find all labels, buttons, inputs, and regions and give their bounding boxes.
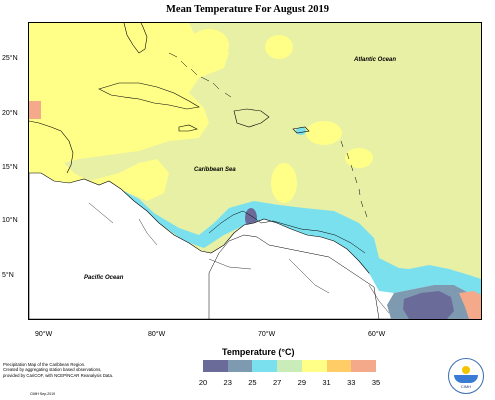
land-florida: [123, 23, 148, 54]
lon-label-70w: 70°W: [258, 331, 276, 338]
land-jamaica: [178, 124, 198, 132]
land-cuba: [98, 82, 200, 110]
legend-tick-20: 20: [198, 378, 208, 387]
cold-interior-guiana: [403, 291, 454, 319]
warm-blob-north: [265, 35, 293, 59]
wave-icon: [454, 375, 478, 383]
land-bahamas: [168, 52, 232, 98]
lon-label-60w: 60°W: [368, 331, 386, 338]
lon-label-80w: 80°W: [148, 331, 166, 338]
footer-line-1: Precipitation Map of the Caribbean Regio…: [3, 362, 86, 367]
legend-swatch-5: [326, 360, 352, 372]
legend-swatch-4: [301, 360, 327, 372]
warm-blob-central: [271, 163, 297, 203]
cimh-logo: CIMH: [448, 358, 484, 394]
warm-blob-florida: [189, 29, 229, 61]
legend-swatch-0: [203, 360, 228, 372]
warm-spot-guiana: [459, 291, 481, 319]
land-south-america-interior: [208, 234, 380, 319]
temperature-map-canvas: Atlantic Ocean Caribbean Sea Pacific Oce…: [29, 23, 481, 319]
land-borders: [88, 202, 390, 314]
warm-blob-east: [306, 121, 342, 145]
hot-spot-west: [29, 101, 41, 119]
legend-swatch-6: [351, 360, 377, 372]
legend-tick-23: 23: [223, 378, 232, 387]
lat-label-5n: 5°N: [2, 272, 14, 279]
label-pacific-ocean: Pacific Ocean: [84, 275, 124, 281]
land-venezuela-coast: [208, 210, 366, 254]
legend-tick-29: 29: [297, 378, 307, 387]
legend-tick-25: 25: [248, 378, 257, 387]
lat-label-25n: 25°N: [2, 55, 18, 62]
legend-tick-labels: 20 23 25 27 29 31 33 35: [195, 378, 385, 388]
temperature-map: Atlantic Ocean Caribbean Sea Pacific Oce…: [28, 22, 482, 320]
lon-label-90w: 90°W: [35, 331, 53, 338]
land-lesser-antilles: [340, 140, 368, 218]
footer-date: CIMH Sep-2019: [30, 392, 56, 396]
legend-title: Temperature (°C): [222, 347, 295, 357]
legend-swatch-3: [277, 360, 302, 372]
sun-icon: [462, 366, 470, 374]
label-caribbean-sea: Caribbean Sea: [194, 167, 236, 173]
footer-line-2: Created by aggregating station based obs…: [3, 367, 102, 373]
legend-tick-33: 33: [347, 378, 356, 387]
label-atlantic-ocean: Atlantic Ocean: [353, 57, 396, 63]
legend-tick-31: 31: [322, 378, 331, 387]
land-hispaniola: [233, 108, 270, 128]
legend-swatch-2: [252, 360, 278, 372]
footer-line-3: provided by CariCOF, with NCEP/NCAR Rean…: [3, 372, 114, 378]
land-puerto-rico: [292, 126, 310, 134]
legend-color-bar: [203, 360, 377, 372]
footer-credit: Precipitation Map of the Caribbean Regio…: [3, 362, 153, 378]
logo-text: CIMH: [460, 384, 472, 389]
warm-blob-antilles: [345, 148, 373, 168]
cool-coast-guiana: [369, 265, 481, 298]
legend-tick-35: 35: [371, 378, 381, 387]
legend-tick-27: 27: [272, 378, 282, 387]
lat-label-15n: 15°N: [2, 164, 18, 171]
map-title: Mean Temperature For August 2019: [166, 4, 329, 15]
lat-label-10n: 10°N: [2, 217, 18, 224]
lat-label-20n: 20°N: [2, 110, 18, 117]
land-yucatan: [29, 120, 74, 174]
legend-swatch-1: [227, 360, 253, 372]
